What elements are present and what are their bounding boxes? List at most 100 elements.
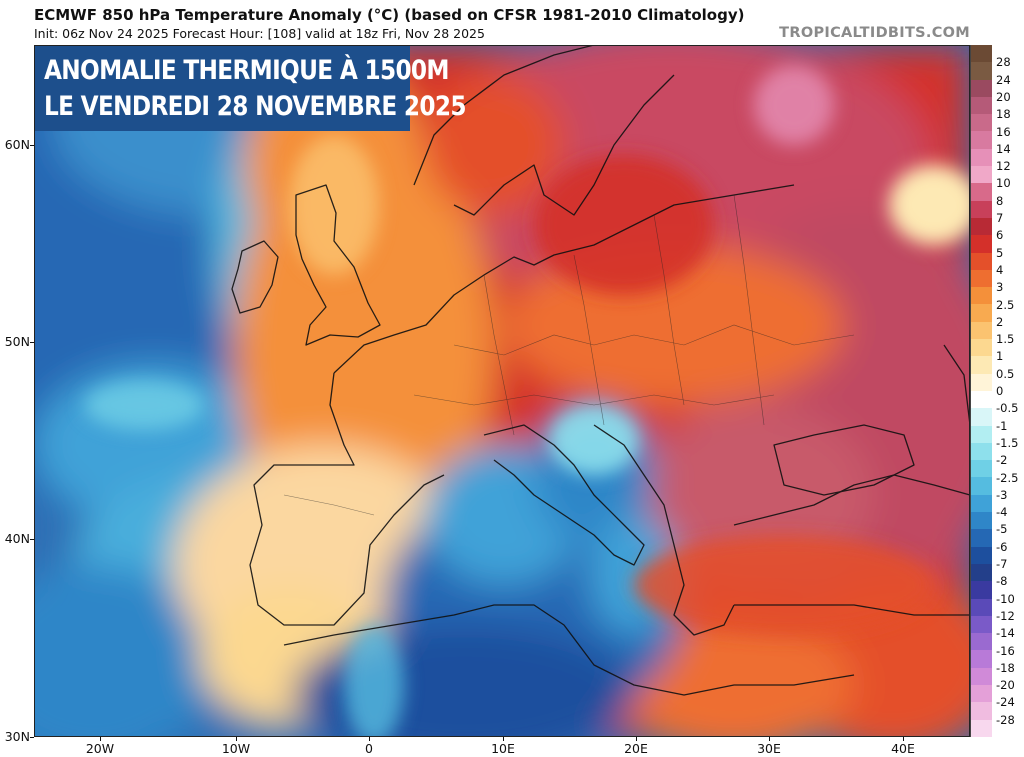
colorbar-swatch xyxy=(971,598,992,616)
lat-label-60n: 60N xyxy=(4,137,30,152)
lon-label-40e: 40E xyxy=(891,741,915,756)
colorbar-label: -24 xyxy=(996,695,1015,710)
colorbar-swatch xyxy=(971,529,992,547)
lon-label-10w: 10W xyxy=(221,741,251,756)
colorbar-label: 6 xyxy=(996,228,1004,243)
map-subtitle: Init: 06z Nov 24 2025 Forecast Hour: [10… xyxy=(34,26,485,41)
colorbar-swatch xyxy=(971,684,992,703)
colorbar-label: 1.5 xyxy=(996,332,1015,347)
colorbar-swatch xyxy=(971,477,992,495)
colorbar-label: 18 xyxy=(996,107,1011,122)
colorbar-swatch xyxy=(971,96,992,115)
lon-tick xyxy=(369,737,370,741)
colorbar-swatch xyxy=(971,183,992,201)
lon-tick xyxy=(236,737,237,741)
colorbar-label: 14 xyxy=(996,141,1011,156)
banner-line-1: ANOMALIE THERMIQUE À 1500M xyxy=(44,55,449,86)
colorbar-label: -2.5 xyxy=(996,470,1019,485)
colorbar-swatch xyxy=(971,148,992,167)
colorbar-swatch xyxy=(971,650,992,668)
colorbar-labels: 28 24 20 18 16 14 12 10 8 7 6 5 4 3 2.5 2 1.5 1 0.5 0 -0.5 -1… xyxy=(996,45,1024,737)
colorbar-swatch xyxy=(971,166,992,184)
lon-tick xyxy=(769,737,770,741)
colorbar-label: 1 xyxy=(996,349,1004,364)
colorbar-swatch xyxy=(971,373,992,391)
colorbar-swatch xyxy=(971,252,992,270)
anomaly-map xyxy=(34,45,970,737)
colorbar-label: -0.5 xyxy=(996,401,1019,416)
colorbar xyxy=(970,45,992,737)
colorbar-label: -3 xyxy=(996,487,1008,502)
colorbar-label: 16 xyxy=(996,124,1011,139)
colorbar-swatch xyxy=(971,45,992,63)
colorbar-swatch xyxy=(971,460,992,478)
colorbar-label: -28 xyxy=(996,712,1015,727)
colorbar-swatch xyxy=(971,615,992,634)
colorbar-swatch xyxy=(971,269,992,288)
colorbar-swatch xyxy=(971,131,992,149)
colorbar-label: -6 xyxy=(996,539,1008,554)
lon-tick xyxy=(636,737,637,741)
colorbar-swatch xyxy=(971,217,992,236)
colorbar-swatch xyxy=(971,321,992,340)
colorbar-swatch xyxy=(971,114,992,132)
colorbar-swatch xyxy=(971,235,992,253)
brand-watermark: TROPICALTIDBITS.COM xyxy=(779,25,970,41)
colorbar-label: -7 xyxy=(996,557,1008,571)
lon-tick xyxy=(903,737,904,741)
colorbar-label: -20 xyxy=(996,678,1015,693)
colorbar-label: -1 xyxy=(996,418,1008,433)
map-title: ECMWF 850 hPa Temperature Anomaly (°C) (… xyxy=(34,6,745,24)
colorbar-label: -4 xyxy=(996,505,1008,520)
colorbar-label: -2 xyxy=(996,453,1008,468)
banner-line-2: LE VENDREDI 28 NOVEMBRE 2025 xyxy=(44,91,466,122)
lat-label-40n: 40N xyxy=(4,531,30,546)
colorbar-label: 20 xyxy=(996,89,1011,104)
lat-tick xyxy=(30,737,34,738)
colorbar-swatch xyxy=(971,356,992,374)
colorbar-label: -16 xyxy=(996,643,1015,658)
colorbar-label: 5 xyxy=(996,245,1004,260)
colorbar-swatch xyxy=(971,442,992,461)
lat-tick xyxy=(30,145,34,146)
colorbar-swatch xyxy=(971,667,992,685)
colorbar-swatch xyxy=(971,304,992,322)
lon-label-0: 0 xyxy=(365,741,373,756)
colorbar-label: -8 xyxy=(996,574,1008,589)
colorbar-label: 8 xyxy=(996,193,1004,208)
colorbar-label: 4 xyxy=(996,262,1004,277)
colorbar-label: -14 xyxy=(996,626,1015,641)
colorbar-swatch xyxy=(971,425,992,443)
colorbar-label: -10 xyxy=(996,591,1015,606)
colorbar-label: 28 xyxy=(996,55,1011,70)
lat-tick xyxy=(30,342,34,343)
lon-label-30e: 30E xyxy=(757,741,781,756)
anomaly-field xyxy=(34,45,970,737)
colorbar-label: 0 xyxy=(996,384,1004,398)
colorbar-swatch xyxy=(971,339,992,357)
colorbar-label: 3 xyxy=(996,280,1004,295)
colorbar-swatch xyxy=(971,62,992,80)
lat-label-50n: 50N xyxy=(4,334,30,349)
lat-tick xyxy=(30,539,34,540)
colorbar-swatch xyxy=(971,200,992,218)
colorbar-label: -12 xyxy=(996,608,1015,623)
colorbar-swatch xyxy=(971,408,992,426)
colorbar-swatch xyxy=(971,390,992,409)
colorbar-swatch xyxy=(971,563,992,582)
colorbar-swatch xyxy=(971,546,992,564)
colorbar-swatch xyxy=(971,719,992,737)
colorbar-label: 2.5 xyxy=(996,297,1015,312)
colorbar-label: -1.5 xyxy=(996,435,1019,450)
colorbar-label: 10 xyxy=(996,176,1011,191)
lat-label-30n: 30N xyxy=(4,729,30,744)
colorbar-label: -5 xyxy=(996,522,1008,537)
lon-label-10e: 10E xyxy=(491,741,515,756)
colorbar-label: 7 xyxy=(996,211,1004,225)
colorbar-label: 12 xyxy=(996,159,1011,174)
colorbar-label: 24 xyxy=(996,72,1011,87)
colorbar-swatch xyxy=(971,581,992,599)
colorbar-swatch xyxy=(971,512,992,530)
colorbar-label: 2 xyxy=(996,314,1004,329)
colorbar-swatch xyxy=(971,287,992,305)
